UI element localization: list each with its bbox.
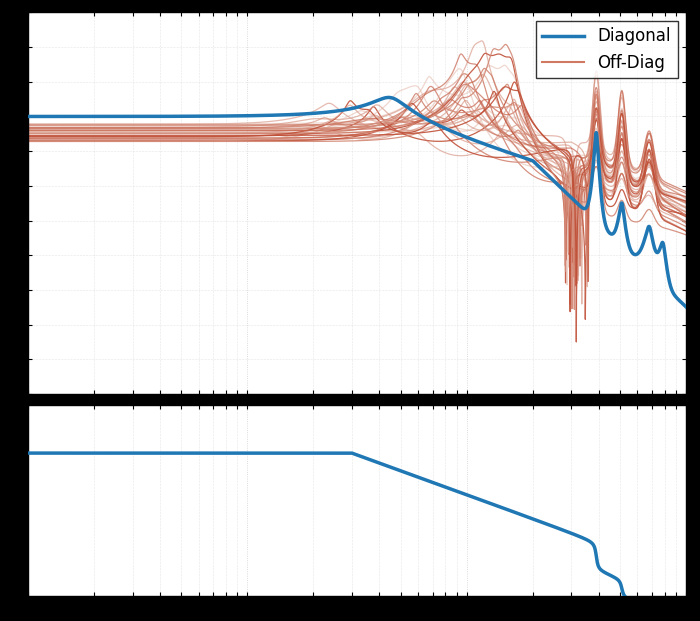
Legend: Diagonal, Off-Diag: Diagonal, Off-Diag [536, 20, 678, 78]
